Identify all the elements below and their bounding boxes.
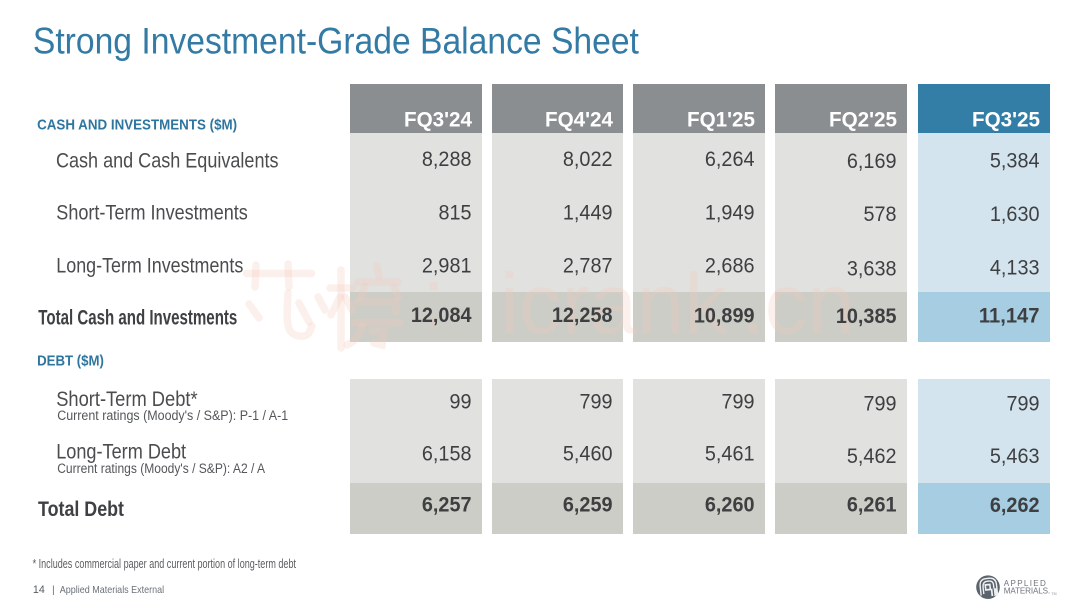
svg-text:6,158: 6,158	[422, 442, 472, 466]
svg-text:2,787: 2,787	[563, 253, 613, 277]
svg-text:Long-Term Debt: Long-Term Debt	[56, 438, 186, 463]
svg-text:FQ3'25: FQ3'25	[972, 109, 1040, 132]
svg-text:FQ2'25: FQ2'25	[829, 109, 897, 132]
svg-text:icrank: icrank	[500, 257, 727, 352]
svg-text:Total Cash and Investments: Total Cash and Investments	[38, 305, 237, 330]
svg-text:Current ratings (Moody's / S&P: Current ratings (Moody's / S&P): P-1 / A…	[57, 408, 288, 424]
svg-text:CASH AND INVESTMENTS ($M): CASH AND INVESTMENTS ($M)	[37, 117, 237, 133]
svg-text:10,385: 10,385	[836, 304, 897, 328]
svg-text:.cn: .cn	[741, 257, 854, 352]
svg-text:799: 799	[1007, 391, 1040, 415]
svg-text::: :	[422, 251, 446, 346]
svg-text:799: 799	[864, 391, 897, 415]
svg-text:6,259: 6,259	[563, 493, 613, 517]
svg-text:799: 799	[580, 389, 613, 413]
svg-text:TM: TM	[1052, 592, 1057, 596]
svg-text:FQ4'24: FQ4'24	[545, 109, 613, 132]
svg-text:1,949: 1,949	[705, 201, 755, 225]
svg-text:6,261: 6,261	[847, 493, 897, 517]
svg-text:815: 815	[439, 201, 472, 225]
svg-text:Total Debt: Total Debt	[38, 496, 124, 521]
svg-text:6,262: 6,262	[990, 493, 1040, 517]
svg-text:6,264: 6,264	[705, 147, 755, 171]
svg-text:6,257: 6,257	[422, 493, 472, 517]
svg-text:12,084: 12,084	[411, 303, 472, 327]
svg-text:12,258: 12,258	[552, 303, 613, 327]
svg-text:4,133: 4,133	[990, 256, 1040, 280]
svg-text:1,630: 1,630	[990, 202, 1040, 226]
svg-text:3,638: 3,638	[847, 257, 897, 281]
svg-text:5,384: 5,384	[990, 149, 1040, 173]
svg-text:6,169: 6,169	[847, 149, 897, 173]
svg-text:578: 578	[864, 202, 897, 226]
svg-text:1,449: 1,449	[563, 201, 613, 225]
svg-text:FQ1'25: FQ1'25	[687, 109, 755, 132]
svg-text:8,022: 8,022	[563, 147, 613, 171]
svg-text:Applied Materials External: Applied Materials External	[60, 584, 165, 596]
svg-text:MATERIALS.: MATERIALS.	[1004, 586, 1050, 595]
svg-text:Short-Term Debt*: Short-Term Debt*	[56, 386, 198, 411]
svg-text:Cash and Cash Equivalents: Cash and Cash Equivalents	[56, 147, 279, 172]
svg-text:|: |	[52, 584, 55, 596]
svg-text:DEBT ($M): DEBT ($M)	[37, 354, 104, 370]
svg-text:11,147: 11,147	[979, 303, 1040, 327]
svg-text:APPLIED: APPLIED	[1004, 579, 1046, 588]
svg-text:2,686: 2,686	[705, 253, 755, 277]
svg-text:5,463: 5,463	[990, 444, 1040, 468]
svg-text:5,462: 5,462	[847, 444, 897, 468]
svg-text:* Includes commercial paper an: * Includes commercial paper and current …	[33, 557, 297, 571]
svg-text:14: 14	[33, 584, 45, 596]
svg-text:Current ratings (Moody's / S&P: Current ratings (Moody's / S&P): A2 / A	[57, 461, 265, 477]
svg-text:8,288: 8,288	[422, 147, 472, 171]
svg-text:99: 99	[450, 389, 472, 413]
svg-text:FQ3'24: FQ3'24	[404, 109, 472, 132]
svg-text:6,260: 6,260	[705, 493, 755, 517]
svg-text:2,981: 2,981	[422, 253, 472, 277]
svg-text:10,899: 10,899	[694, 303, 755, 327]
svg-text:Short-Term Investments: Short-Term Investments	[56, 199, 248, 224]
svg-text:799: 799	[722, 389, 755, 413]
svg-text:Long-Term Investments: Long-Term Investments	[56, 253, 243, 278]
svg-text:5,461: 5,461	[705, 442, 755, 466]
svg-text:Strong Investment-Grade Balanc: Strong Investment-Grade Balance Sheet	[33, 20, 639, 61]
svg-text:5,460: 5,460	[563, 442, 613, 466]
